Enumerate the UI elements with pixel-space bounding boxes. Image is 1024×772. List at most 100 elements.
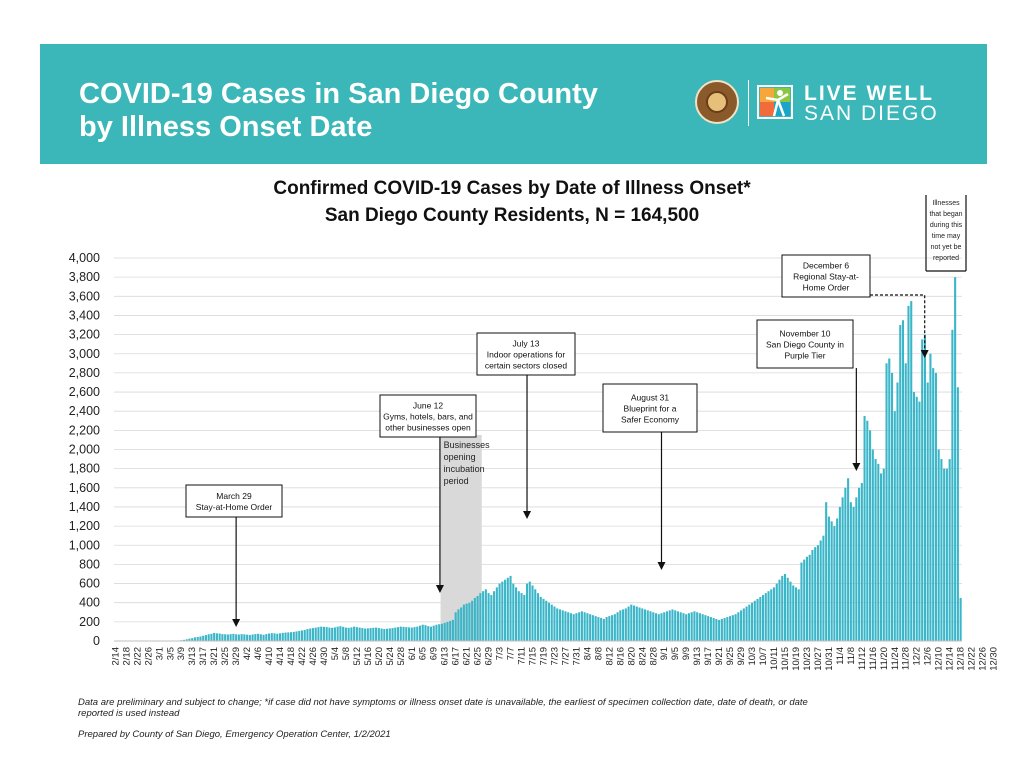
bar [322, 626, 325, 641]
bar [761, 595, 765, 641]
y-tick-label: 0 [93, 634, 100, 648]
x-tick-label: 3/5 [165, 647, 176, 660]
bar [707, 616, 710, 641]
bar [701, 614, 704, 641]
y-tick-label: 4,000 [69, 251, 100, 265]
x-tick-label: 7/23 [549, 647, 560, 666]
bar [764, 593, 767, 641]
bar [698, 613, 701, 641]
bar [490, 595, 493, 641]
bar [292, 631, 295, 641]
y-tick-label: 3,800 [69, 270, 100, 284]
x-tick-label: 8/20 [626, 647, 637, 666]
bar [808, 554, 811, 641]
bar [877, 463, 880, 641]
annotation-box [476, 332, 576, 376]
x-tick-label: 9/25 [725, 647, 736, 666]
x-tick-label: 10/31 [824, 647, 835, 671]
bar [314, 627, 317, 641]
bar [729, 616, 732, 641]
bar [295, 631, 298, 641]
x-tick-label: 5/24 [385, 647, 396, 666]
bar [383, 629, 386, 641]
bar [388, 628, 391, 641]
live-well-logo-icon [757, 85, 793, 119]
incubation-label: Businesses [444, 440, 491, 450]
x-tick-label: 9/9 [681, 647, 692, 660]
bar [210, 633, 213, 641]
x-tick-label: 5/16 [363, 647, 374, 666]
bar [624, 608, 627, 641]
bar [265, 634, 268, 641]
bar [553, 606, 556, 641]
bar [605, 617, 608, 641]
bar [583, 612, 586, 641]
logo-line1: LIVE WELL [804, 82, 934, 105]
bar [303, 629, 306, 641]
bar [504, 579, 507, 641]
bar [654, 613, 658, 641]
bar [572, 614, 575, 641]
bar [273, 633, 276, 641]
bar [602, 618, 605, 641]
bar [676, 611, 680, 641]
bar [416, 626, 419, 641]
bar [956, 387, 959, 641]
annotation-label: during this [930, 222, 963, 229]
annotation-box [781, 254, 871, 298]
bar [772, 587, 776, 641]
bar [528, 581, 531, 641]
x-tick-label: 5/28 [396, 647, 407, 666]
bar [940, 459, 943, 641]
bar [347, 627, 350, 641]
annotation-label: not yet be [931, 244, 962, 251]
x-tick-label: 6/9 [429, 647, 440, 660]
annotation-label: Indoor operations for [487, 350, 566, 360]
bar [221, 634, 224, 641]
bar [336, 626, 339, 641]
annotation-arrowhead [232, 619, 241, 627]
x-tick-label: 2/22 [132, 647, 143, 666]
bar [833, 526, 836, 641]
x-tick-label: 11/24 [890, 647, 901, 670]
bar [402, 626, 405, 641]
y-tick-label: 1,400 [69, 500, 100, 514]
annotation-label: December 6 [803, 261, 850, 271]
y-tick-label: 3,600 [69, 289, 100, 303]
annotation-label: Purple Tier [784, 351, 825, 361]
bar [218, 633, 221, 641]
y-tick-label: 1,200 [69, 519, 100, 533]
footnote-note: Data are preliminary and subject to chan… [78, 697, 808, 719]
bar [191, 638, 194, 641]
incubation-label: period [444, 476, 469, 486]
bar [377, 628, 380, 641]
bar [866, 420, 869, 641]
x-tick-label: 3/25 [220, 647, 231, 666]
bar [816, 545, 819, 641]
bar [740, 610, 743, 641]
x-tick-label: 12/18 [956, 647, 967, 671]
x-tick-label: 12/14 [945, 647, 956, 671]
x-tick-label: 9/29 [736, 647, 747, 666]
bar [693, 611, 696, 641]
annotation-label: reported [933, 255, 959, 262]
bar [276, 633, 279, 641]
bar [506, 577, 509, 641]
bar [630, 604, 633, 641]
x-tick-label: 9/1 [659, 647, 670, 660]
bar [542, 598, 545, 641]
bar [627, 606, 630, 641]
x-tick-label: 10/23 [802, 647, 813, 671]
bar [399, 626, 402, 641]
y-tick-label: 3,400 [69, 308, 100, 322]
annotation-arrowhead [523, 511, 532, 519]
bar [350, 627, 353, 641]
bar [432, 625, 435, 641]
bar [355, 627, 358, 641]
bar [800, 562, 803, 641]
bar [756, 598, 759, 641]
bar [443, 622, 446, 641]
x-tick-label: 2/14 [110, 647, 121, 666]
x-tick-label: 3/13 [187, 647, 198, 666]
bar [427, 626, 430, 641]
